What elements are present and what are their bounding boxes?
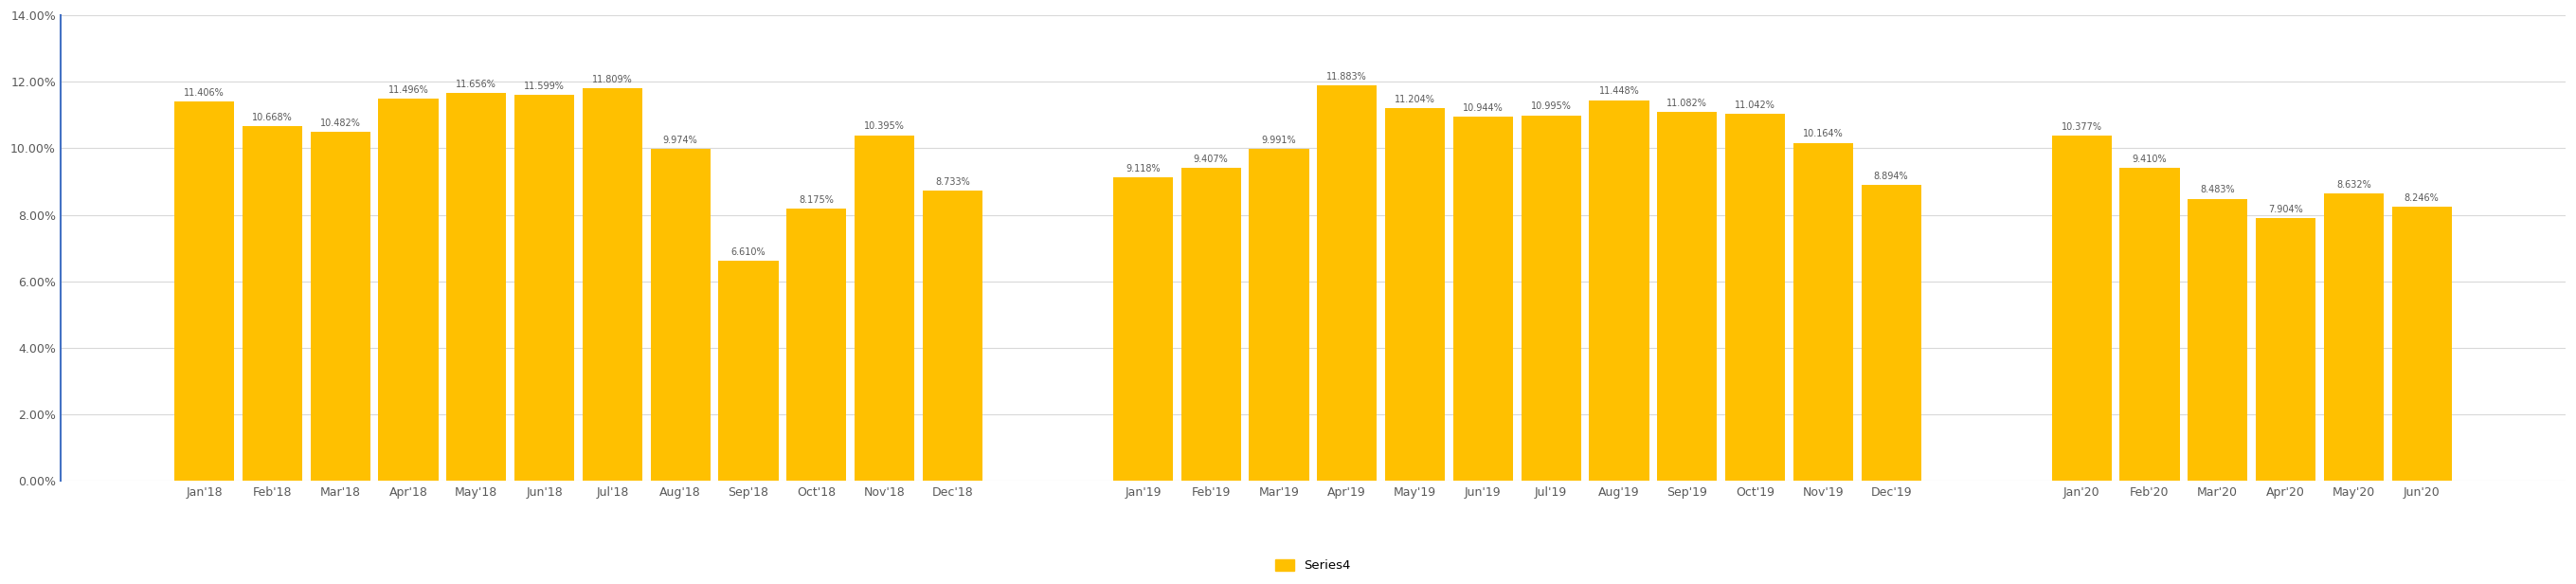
Text: 10.482%: 10.482%: [319, 119, 361, 128]
Text: 10.668%: 10.668%: [252, 113, 294, 122]
Text: 11.809%: 11.809%: [592, 75, 634, 84]
Text: 10.395%: 10.395%: [863, 121, 904, 131]
Bar: [786, 209, 848, 481]
Bar: [1862, 185, 1922, 481]
Text: 11.883%: 11.883%: [1327, 72, 1368, 82]
Text: 9.410%: 9.410%: [2133, 154, 2166, 164]
Text: 10.164%: 10.164%: [1803, 129, 1844, 139]
Bar: [1113, 178, 1172, 481]
Text: 11.448%: 11.448%: [1600, 86, 1638, 96]
Bar: [1316, 86, 1378, 481]
Text: 8.483%: 8.483%: [2200, 185, 2236, 194]
Bar: [242, 126, 301, 481]
Text: 10.377%: 10.377%: [2061, 122, 2102, 132]
Bar: [309, 132, 371, 481]
Bar: [719, 261, 778, 481]
Bar: [652, 149, 711, 481]
Bar: [515, 95, 574, 481]
Bar: [2187, 199, 2246, 481]
Bar: [379, 99, 438, 481]
Text: 6.610%: 6.610%: [732, 248, 765, 257]
Bar: [1589, 100, 1649, 481]
Text: 11.082%: 11.082%: [1667, 99, 1708, 108]
Bar: [855, 135, 914, 481]
Text: 7.904%: 7.904%: [2269, 204, 2303, 214]
Text: 11.656%: 11.656%: [456, 80, 497, 89]
Text: 8.894%: 8.894%: [1873, 172, 1909, 181]
Bar: [1180, 168, 1242, 481]
Bar: [2257, 218, 2316, 481]
Bar: [2391, 207, 2452, 481]
Bar: [1520, 115, 1582, 481]
Text: 11.042%: 11.042%: [1734, 100, 1775, 110]
Text: 11.496%: 11.496%: [389, 85, 428, 95]
Bar: [2324, 194, 2383, 481]
Bar: [1453, 117, 1512, 481]
Bar: [922, 190, 981, 481]
Bar: [446, 93, 507, 481]
Bar: [1249, 148, 1309, 481]
Text: 9.991%: 9.991%: [1262, 135, 1296, 145]
Text: 9.118%: 9.118%: [1126, 164, 1159, 173]
Text: 8.175%: 8.175%: [799, 196, 835, 205]
Bar: [1386, 108, 1445, 481]
Bar: [582, 88, 641, 481]
Bar: [1656, 112, 1718, 481]
Bar: [175, 102, 234, 481]
Bar: [1726, 114, 1785, 481]
Text: 10.944%: 10.944%: [1463, 103, 1504, 113]
Bar: [1793, 143, 1852, 481]
Text: 11.406%: 11.406%: [183, 88, 224, 98]
Bar: [2050, 135, 2112, 481]
Text: 8.632%: 8.632%: [2336, 180, 2370, 190]
Text: 11.204%: 11.204%: [1394, 95, 1435, 105]
Text: 11.599%: 11.599%: [523, 82, 564, 91]
Text: 8.246%: 8.246%: [2403, 193, 2439, 203]
Bar: [2120, 168, 2179, 481]
Legend: Series4: Series4: [1270, 554, 1355, 577]
Text: 10.995%: 10.995%: [1530, 102, 1571, 111]
Text: 9.407%: 9.407%: [1193, 155, 1229, 164]
Text: 9.974%: 9.974%: [662, 135, 698, 145]
Text: 8.733%: 8.733%: [935, 177, 971, 186]
